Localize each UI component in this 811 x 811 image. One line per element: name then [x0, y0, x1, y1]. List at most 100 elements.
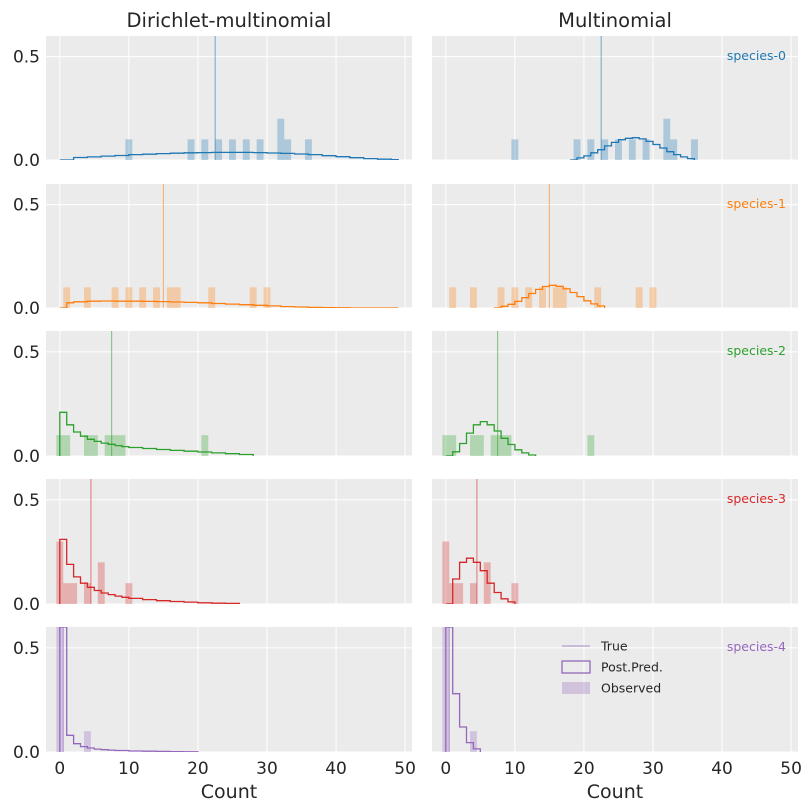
panel-background: [46, 331, 412, 456]
column-title: Multinomial: [558, 9, 672, 32]
observed-bar: [90, 435, 98, 456]
observed-bar: [628, 139, 636, 160]
observed-bar: [469, 583, 477, 604]
observed-bar: [469, 731, 477, 752]
observed-bar: [125, 583, 133, 604]
observed-bar: [573, 139, 581, 160]
legend: True Post.Pred. Observed: [561, 639, 663, 696]
observed-bar: [559, 287, 567, 308]
postpred-step-line: [59, 151, 399, 160]
panel-marks: [56, 627, 199, 752]
species-label: species-3: [727, 491, 786, 506]
observed-bar: [449, 435, 457, 456]
panel-species-3-multinomial: species-3: [432, 479, 798, 605]
species-label: species-2: [727, 343, 786, 358]
column-title: Dirichlet-multinomial: [127, 9, 332, 32]
panel-species-4-dirichlet-multinomial: 0.0 0.5 0 10 20 30 40 50 Count: [13, 627, 416, 803]
observed-bar: [242, 139, 250, 160]
observed-bar: [125, 287, 133, 308]
x-tick-label: 50: [780, 759, 802, 779]
observed-bar: [83, 731, 91, 752]
observed-bar: [670, 139, 678, 160]
observed-bar: [511, 139, 519, 160]
observed-bar: [635, 287, 643, 308]
panel-species-2-dirichlet-multinomial: 0.0 0.5: [13, 331, 412, 467]
species-label: species-1: [727, 196, 786, 211]
observed-bar: [63, 435, 71, 456]
observed-bar: [469, 287, 477, 308]
postpred-step-line: [59, 538, 241, 604]
observed-bar: [277, 118, 285, 160]
x-axis-label: Count: [587, 781, 643, 803]
postpred-step-line: [570, 137, 696, 160]
observed-bar: [153, 287, 160, 308]
observed-bar: [70, 583, 78, 604]
observed-bar: [490, 435, 498, 456]
x-tick-label: 10: [118, 759, 140, 779]
y-tick-label: 0.5: [13, 48, 40, 68]
observed-bar: [104, 435, 112, 456]
observed-bar: [587, 139, 595, 160]
observed-bar: [125, 139, 133, 160]
panel-marks: [442, 331, 595, 456]
x-tick-label: 40: [325, 759, 347, 779]
panel-grid: 0.0 0.5 species-0 0.0 0.5 species-1 0.0 0.5 spec…: [13, 36, 802, 803]
postpred-step-line: [445, 420, 537, 456]
observed-bar: [256, 139, 264, 160]
x-tick-label: 0: [440, 759, 451, 779]
postpred-step-line: [59, 300, 399, 308]
observed-bar: [690, 139, 698, 160]
observed-bar: [63, 583, 71, 604]
observed-bar: [97, 562, 105, 604]
observed-bar: [139, 287, 147, 308]
panel-species-1-multinomial: species-1: [432, 184, 798, 309]
species-label: species-4: [727, 639, 786, 654]
observed-bar: [83, 583, 91, 604]
y-tick-label: 0.0: [13, 595, 40, 615]
observed-bar: [111, 287, 119, 308]
y-tick-label: 0.5: [13, 491, 40, 511]
observed-bar: [504, 435, 512, 456]
x-tick-label: 20: [573, 759, 595, 779]
postpred-step-line: [59, 411, 254, 456]
observed-bar: [469, 435, 477, 456]
panel-marks: [442, 479, 519, 604]
panel-background: [46, 184, 412, 308]
panel-marks: [511, 36, 698, 160]
x-tick-label: 30: [256, 759, 278, 779]
legend-postpred-swatch: [561, 660, 591, 674]
figure-text: Dirichlet-multinomial Multinomial: [127, 9, 672, 32]
y-tick-label: 0.0: [13, 299, 40, 319]
observed-bar: [642, 139, 650, 160]
observed-bar: [229, 139, 236, 160]
panel-marks: [449, 184, 657, 308]
observed-bar: [476, 435, 484, 456]
observed-bar: [615, 139, 622, 160]
observed-bar: [539, 287, 546, 308]
observed-bar: [249, 287, 257, 308]
observed-bar: [63, 287, 71, 308]
observed-bar: [511, 583, 519, 604]
panel-marks: [59, 36, 399, 160]
observed-bar: [208, 287, 216, 308]
panel-species-2-multinomial: species-2: [432, 331, 798, 457]
species-label: species-0: [727, 48, 786, 63]
x-axis-label: Count: [201, 781, 257, 803]
observed-bar: [201, 435, 209, 456]
observed-bar: [587, 435, 595, 456]
observed-bar: [83, 435, 91, 456]
observed-bar: [449, 287, 457, 308]
panel-marks: [56, 479, 241, 604]
x-tick-label: 30: [642, 759, 664, 779]
observed-bar: [511, 287, 519, 308]
panel-marks: [56, 331, 254, 456]
x-tick-label: 20: [187, 759, 209, 779]
panel-background: [46, 627, 412, 752]
x-tick-label: 50: [394, 759, 416, 779]
observed-bar: [173, 287, 181, 308]
postpred-step-line: [445, 627, 481, 752]
postpred-step-line: [59, 627, 199, 752]
legend-observed-swatch: [562, 682, 590, 694]
observed-bar: [663, 118, 671, 160]
observed-bar: [284, 139, 292, 160]
